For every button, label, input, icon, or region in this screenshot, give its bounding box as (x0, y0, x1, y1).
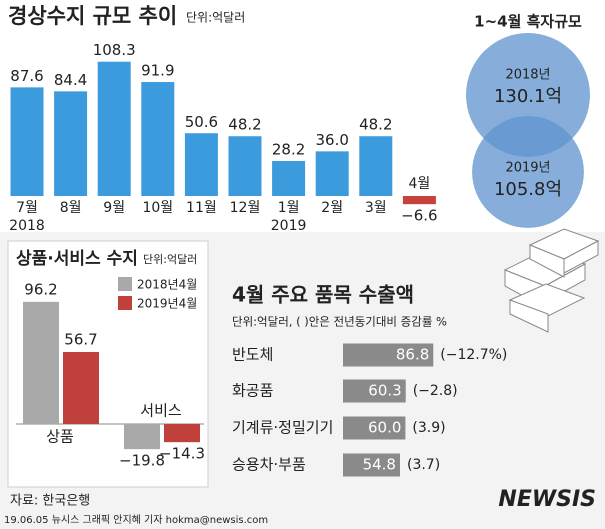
value-label: 54.8 (363, 456, 396, 474)
value-label: 96.2 (24, 280, 57, 298)
y-tick-label: 화공품 (232, 382, 273, 400)
value-label: 50.6 (185, 113, 218, 131)
bar (343, 379, 406, 403)
x-tick-label: 8월 (60, 200, 82, 216)
legend-swatch (118, 277, 132, 291)
bar (343, 453, 400, 477)
note-label: (−2.8) (413, 383, 458, 399)
y-tick-label: 반도체 (232, 346, 273, 364)
year-label: 2019 (271, 218, 307, 234)
bar (343, 416, 406, 440)
note-label: (3.9) (412, 420, 445, 436)
bar (228, 136, 262, 196)
value-label: 87.6 (10, 67, 43, 85)
x-tick-label: 11월 (186, 200, 217, 216)
money-icon (503, 228, 600, 333)
bar (164, 424, 200, 443)
value-label: 48.2 (228, 116, 261, 134)
value-label: −14.3 (159, 445, 205, 463)
note-label: (−12.7%) (440, 347, 507, 363)
legend-swatch (118, 296, 132, 310)
x-tick-label: 12월 (230, 200, 261, 216)
value-label: −19.8 (119, 452, 165, 470)
bar (402, 196, 436, 205)
legend-label: 2019년 (505, 161, 550, 176)
y-tick-label: 기계류·정밀기기 (232, 419, 333, 437)
legend-label: 2018년 (505, 68, 550, 83)
bar (54, 91, 88, 196)
x-tick-label: 4월 (409, 176, 431, 192)
bar (184, 133, 218, 196)
value-label: 130.1억 (494, 86, 562, 107)
value-label: 56.7 (64, 330, 97, 348)
x-tick-label: 상품 (46, 428, 74, 446)
subtitle: 단위:억달러, ( )안은 전년동기대비 증감률 % (232, 315, 447, 329)
bar (141, 82, 175, 196)
bar (97, 61, 131, 196)
logo: NEWSIS (498, 487, 596, 512)
section-title: 4월 주요 품목 수출액 (232, 283, 414, 307)
x-tick-label: 10월 (142, 200, 173, 216)
bar (10, 87, 44, 196)
value-label: 60.0 (368, 419, 401, 437)
bar (63, 351, 99, 424)
x-tick-label: 1월 (278, 200, 300, 216)
legend-label: 2018년4월 (137, 278, 197, 292)
value-label: 105.8억 (494, 179, 562, 200)
bar (315, 151, 349, 196)
value-label: 108.3 (93, 41, 136, 59)
y-tick-label: 승용차·부품 (232, 456, 306, 474)
value-label: 48.2 (359, 116, 392, 134)
section-title: 상품·서비스 수지 (16, 249, 138, 269)
value-label: 86.8 (396, 346, 429, 364)
credit: 19.06.05 뉴시스 그래픽 안지혜 기자 hokma@newsis.com (4, 514, 268, 526)
bar (359, 136, 393, 196)
unit-label: 단위:억달러 (143, 253, 197, 266)
venn-circle (472, 116, 584, 228)
value-label: 36.0 (315, 131, 348, 149)
value-label: 28.2 (272, 141, 305, 159)
chart-title: 경상수지 규모 추이 (8, 4, 177, 28)
legend-label: 2019년4월 (137, 297, 197, 311)
bar (343, 343, 434, 367)
note-label: (3.7) (407, 457, 440, 473)
x-tick-label: 3월 (365, 200, 387, 216)
bar (23, 301, 59, 424)
bar (272, 161, 306, 196)
x-tick-label: 2월 (321, 200, 343, 216)
value-label: −6.6 (401, 207, 437, 225)
value-label: 84.4 (54, 71, 87, 89)
value-label: 60.3 (368, 382, 401, 400)
bar (124, 424, 160, 450)
venn-title: 1~4월 흑자규모 (474, 13, 582, 31)
year-label: 2018 (9, 218, 45, 234)
x-tick-label: 7월 (16, 200, 38, 216)
source: 자료: 한국은행 (10, 493, 90, 509)
x-tick-label: 서비스 (140, 402, 182, 420)
value-label: 91.9 (141, 62, 174, 80)
x-tick-label: 9월 (103, 200, 125, 216)
unit-label: 단위:억달러 (186, 11, 245, 25)
